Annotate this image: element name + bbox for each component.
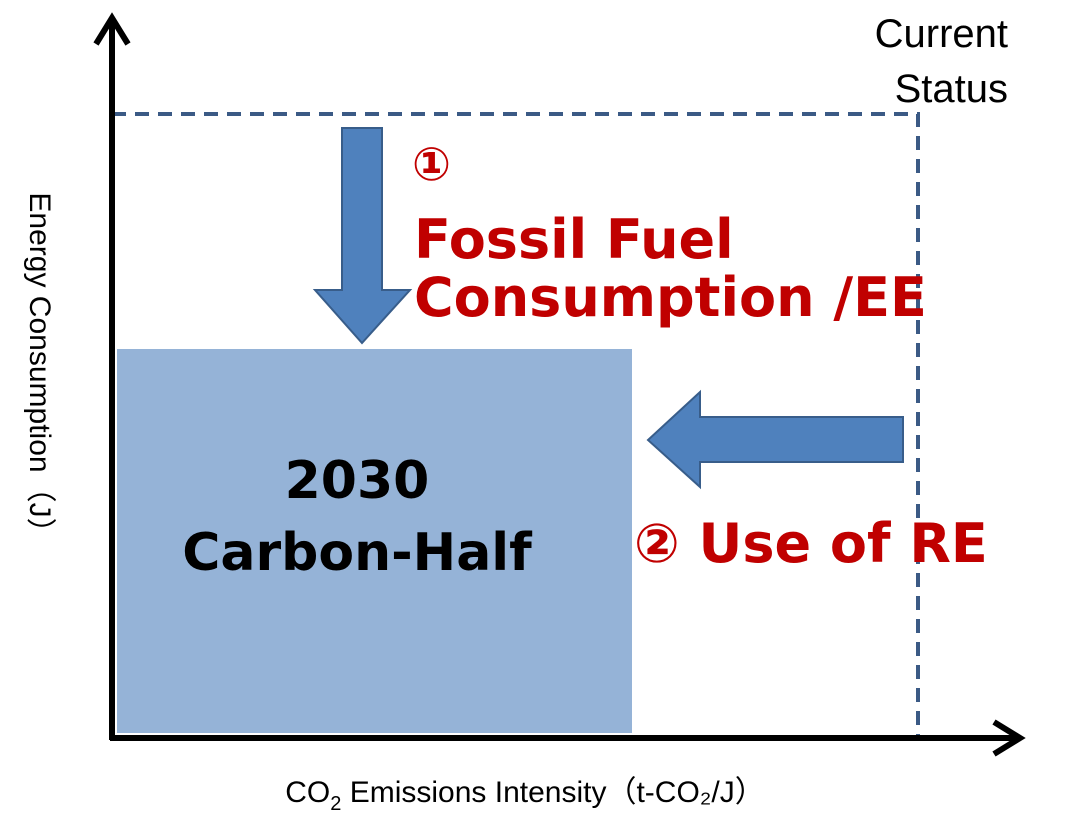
status-label: Current <box>875 12 1008 56</box>
arrow-down <box>312 127 413 345</box>
target-box <box>117 349 632 733</box>
step-label: ② Use of RE <box>634 512 988 575</box>
x-label-part: CO <box>285 776 330 809</box>
arrow-left <box>646 389 904 490</box>
status-label: Status <box>895 67 1008 111</box>
x-axis-label: CO2 Emissions Intensity（t-CO₂/J） <box>285 776 765 815</box>
x-label-subscript: 2 <box>330 793 341 815</box>
step-label: Fossil Fuel <box>414 208 734 271</box>
current-status-box <box>112 112 920 738</box>
y-axis-label: Energy Consumption（J） <box>23 192 56 547</box>
step-marker: ① <box>412 137 451 191</box>
step-label: Consumption /EE <box>414 266 927 329</box>
x-axis <box>110 719 1026 757</box>
y-axis <box>93 12 131 740</box>
target-label: Carbon-Half <box>182 523 533 583</box>
target-label: 2030 <box>285 451 430 511</box>
x-label-part: Emissions Intensity（t-CO₂/J） <box>341 776 764 809</box>
